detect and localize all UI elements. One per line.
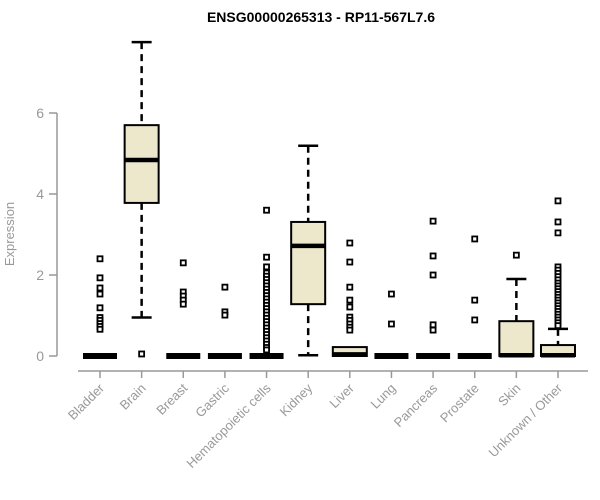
x-tick-label-skin: Skin xyxy=(495,381,523,409)
box-pancreas xyxy=(416,217,451,359)
box-breast xyxy=(166,259,201,359)
outlier-point xyxy=(554,197,562,205)
outlier-point xyxy=(346,283,354,291)
outlier-point xyxy=(96,284,104,292)
box-lung xyxy=(374,290,409,359)
box-unknown-other xyxy=(539,197,576,358)
box-kidney xyxy=(290,144,327,357)
outlier-point xyxy=(512,251,520,259)
box-skin xyxy=(498,251,535,358)
box-prostate xyxy=(457,235,492,359)
collapsed-box xyxy=(166,353,201,359)
outlier-point xyxy=(554,229,562,237)
outlier-point xyxy=(263,253,270,261)
iqr-box xyxy=(290,220,327,306)
outlier-point xyxy=(554,218,562,226)
x-tick-label-brain: Brain xyxy=(117,381,149,413)
y-tick-label: 6 xyxy=(36,105,44,121)
y-axis-label: Expression xyxy=(2,202,17,266)
box-liver xyxy=(331,239,368,357)
outlier-point xyxy=(388,320,395,328)
outlier-point xyxy=(429,271,437,279)
outlier-point xyxy=(346,326,354,334)
outlier-point xyxy=(554,322,562,330)
iqr-box xyxy=(498,320,535,358)
x-tick-label-pancreas: Pancreas xyxy=(391,380,441,430)
outlier-point xyxy=(346,239,354,247)
x-tick-label-lung: Lung xyxy=(368,381,399,412)
outlier-point xyxy=(179,259,187,267)
outlier-point xyxy=(429,326,437,334)
outlier-point xyxy=(179,300,187,308)
collapsed-box xyxy=(207,353,242,359)
outlier-point xyxy=(96,325,104,333)
outlier-point xyxy=(96,274,104,282)
outlier-point xyxy=(429,217,437,225)
collapsed-box xyxy=(457,353,492,359)
outlier-point xyxy=(263,206,270,214)
box-brain xyxy=(123,40,160,358)
collapsed-box xyxy=(249,353,284,359)
iqr-box xyxy=(123,124,160,204)
chart-title: ENSG00000265313 - RP11-567L7.6 xyxy=(207,9,435,25)
y-tick-label: 0 xyxy=(36,348,44,364)
outlier-point xyxy=(263,263,270,271)
collapsed-box xyxy=(374,353,409,359)
collapsed-box xyxy=(416,353,451,359)
outlier-point xyxy=(96,290,104,298)
outlier-point xyxy=(471,316,479,324)
box-gastric xyxy=(207,283,242,359)
x-tick-label-prostate: Prostate xyxy=(437,381,482,426)
box-hematopoietic-cells xyxy=(249,206,284,359)
outlier-point xyxy=(471,235,479,243)
boxplot-series xyxy=(83,40,576,359)
outlier-point xyxy=(138,350,146,358)
x-tick-label-bladder: Bladder xyxy=(65,380,108,423)
outlier-point xyxy=(96,304,104,312)
outlier-point xyxy=(388,290,395,298)
outlier-point xyxy=(429,321,437,329)
outlier-point xyxy=(429,252,437,260)
outlier-point xyxy=(346,258,354,266)
outlier-point xyxy=(346,303,354,311)
outlier-point xyxy=(221,311,229,319)
outlier-point xyxy=(96,255,104,263)
x-tick-label-liver: Liver xyxy=(326,380,357,411)
x-tick-label-unknown-other: Unknown / Other xyxy=(486,380,566,460)
y-tick-label: 2 xyxy=(36,267,44,283)
outlier-point xyxy=(471,296,479,304)
x-tick-label-kidney: Kidney xyxy=(277,380,316,419)
x-tick-label-gastric: Gastric xyxy=(192,380,232,420)
y-tick-label: 4 xyxy=(36,186,44,202)
outlier-point xyxy=(346,296,354,304)
collapsed-box xyxy=(83,353,117,359)
outlier-point xyxy=(221,283,229,291)
outlier-point xyxy=(263,346,270,354)
x-tick-label-breast: Breast xyxy=(153,380,190,417)
box-bladder xyxy=(83,255,117,359)
